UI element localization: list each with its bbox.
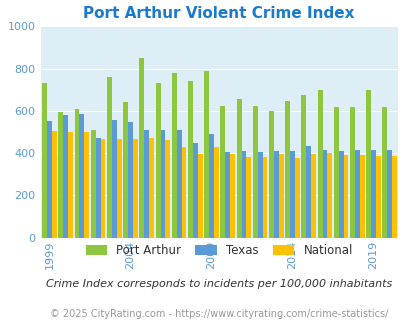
Bar	[382, 107, 386, 238]
Bar	[144, 130, 149, 238]
Bar	[359, 155, 364, 238]
Bar	[294, 158, 299, 238]
Legend: Port Arthur, Texas, National: Port Arthur, Texas, National	[81, 239, 357, 262]
Bar	[79, 114, 84, 238]
Title: Port Arthur Violent Crime Index: Port Arthur Violent Crime Index	[83, 6, 354, 21]
Bar	[47, 121, 52, 238]
Bar	[246, 157, 251, 238]
Bar	[370, 150, 375, 238]
Bar	[365, 90, 370, 238]
Bar	[262, 157, 267, 238]
Bar	[236, 99, 241, 238]
Bar	[96, 138, 100, 238]
Bar	[52, 131, 57, 238]
Bar	[317, 90, 322, 238]
Bar	[269, 111, 273, 238]
Bar	[75, 109, 79, 238]
Bar	[273, 151, 278, 238]
Bar	[322, 150, 326, 238]
Bar	[354, 150, 359, 238]
Bar	[213, 147, 218, 238]
Bar	[225, 152, 230, 238]
Bar	[192, 143, 197, 238]
Bar	[188, 81, 192, 238]
Bar	[375, 156, 380, 238]
Bar	[123, 102, 128, 238]
Bar	[391, 156, 396, 238]
Bar	[63, 115, 68, 238]
Bar	[128, 122, 132, 238]
Bar	[241, 151, 246, 238]
Bar	[285, 101, 290, 238]
Bar	[204, 71, 209, 238]
Bar	[58, 112, 63, 238]
Text: Crime Index corresponds to incidents per 100,000 inhabitants: Crime Index corresponds to incidents per…	[46, 280, 391, 289]
Bar	[181, 147, 186, 238]
Bar	[42, 83, 47, 238]
Bar	[349, 107, 354, 238]
Bar	[326, 153, 331, 238]
Bar	[160, 130, 165, 238]
Bar	[165, 141, 170, 238]
Bar	[107, 77, 112, 238]
Bar	[139, 58, 144, 238]
Bar	[155, 83, 160, 238]
Bar	[112, 120, 117, 238]
Bar	[91, 130, 96, 238]
Bar	[278, 154, 283, 238]
Text: © 2025 CityRating.com - https://www.cityrating.com/crime-statistics/: © 2025 CityRating.com - https://www.city…	[50, 309, 388, 318]
Bar	[117, 139, 121, 238]
Bar	[338, 151, 343, 238]
Bar	[230, 154, 234, 238]
Bar	[343, 155, 347, 238]
Bar	[100, 139, 105, 238]
Bar	[149, 138, 153, 238]
Bar	[257, 152, 262, 238]
Bar	[290, 151, 294, 238]
Bar	[220, 106, 225, 238]
Bar	[306, 146, 310, 238]
Bar	[252, 106, 257, 238]
Bar	[209, 134, 213, 238]
Bar	[171, 73, 176, 238]
Bar	[386, 150, 391, 238]
Bar	[197, 154, 202, 238]
Bar	[310, 154, 315, 238]
Bar	[132, 139, 137, 238]
Bar	[84, 132, 89, 238]
Bar	[68, 132, 73, 238]
Bar	[176, 130, 181, 238]
Bar	[301, 95, 306, 238]
Bar	[333, 107, 338, 238]
